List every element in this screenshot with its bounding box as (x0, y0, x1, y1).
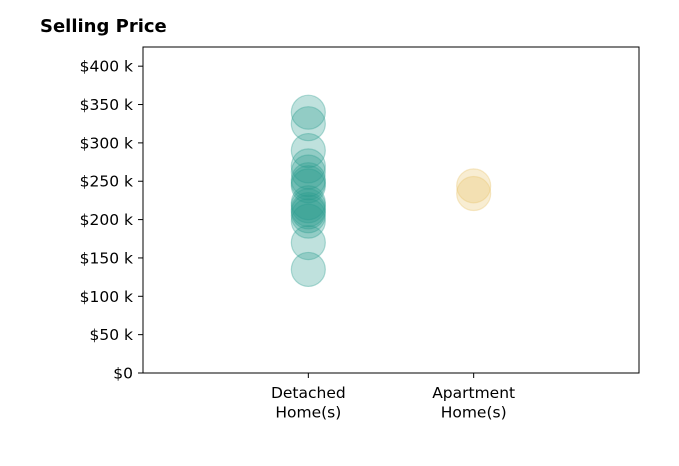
y-tick-label: $0 (113, 365, 133, 383)
x-tick-label: Apartment Home(s) (432, 384, 515, 422)
y-tick-label: $200 k (80, 211, 133, 229)
y-tick-label: $350 k (80, 96, 133, 114)
data-point (290, 94, 326, 130)
chart-title: Selling Price (40, 16, 167, 37)
y-tick-label: $100 k (80, 288, 133, 306)
data-point (290, 165, 326, 201)
data-point (290, 225, 326, 261)
data-point (290, 162, 326, 198)
data-point (456, 168, 492, 204)
y-tick-label: $50 k (90, 326, 134, 344)
data-point (290, 192, 326, 228)
y-tick-label: $250 k (80, 173, 133, 191)
data-point (290, 148, 326, 184)
data-point (290, 194, 326, 230)
data-point (290, 106, 326, 142)
data-point (456, 175, 492, 212)
data-point (290, 198, 326, 234)
data-point (290, 132, 326, 169)
data-point (290, 154, 326, 190)
y-tick-label: $400 k (80, 58, 133, 76)
data-point (290, 188, 326, 224)
markers (290, 94, 492, 288)
x-tick-label: Detached Home(s) (271, 384, 346, 422)
data-point (290, 168, 326, 204)
data-point (290, 203, 326, 239)
y-tick-label: $300 k (80, 134, 133, 152)
data-point (290, 251, 326, 288)
data-point (290, 185, 326, 221)
plot-frame (142, 46, 640, 374)
y-tick-label: $150 k (80, 249, 133, 267)
